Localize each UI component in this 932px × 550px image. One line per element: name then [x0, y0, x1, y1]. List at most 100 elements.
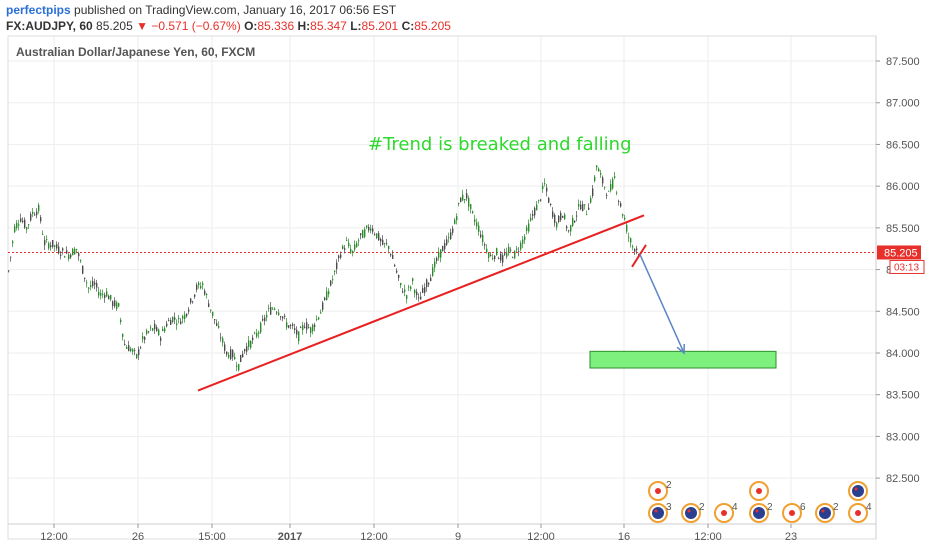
candle-body: [496, 248, 498, 256]
candle-body: [546, 187, 548, 192]
candle-body: [578, 204, 580, 207]
candle-body: [628, 236, 630, 238]
candle-body: [262, 318, 264, 321]
candle-body: [514, 250, 516, 259]
y-tick-label: 86.000: [886, 181, 920, 193]
candle-body: [492, 257, 494, 259]
candle-body: [472, 211, 474, 213]
candle-body: [528, 223, 530, 232]
candle-body: [588, 207, 590, 210]
dot-event-icon[interactable]: [749, 481, 769, 501]
candle-body: [510, 249, 512, 251]
event-badge-count: 2: [699, 502, 705, 513]
candle-body: [136, 354, 138, 359]
candle-body: [168, 320, 170, 322]
x-tick-label: 26: [132, 531, 144, 543]
candle-body: [436, 257, 438, 261]
candle-body: [76, 248, 78, 250]
candle-body: [404, 289, 406, 292]
candle-body: [132, 349, 134, 352]
last-price-badge-bg: [877, 245, 921, 260]
candle-body: [142, 336, 144, 340]
last-price: 85.205: [96, 19, 133, 33]
candle-body: [398, 274, 400, 278]
candle-body: [624, 217, 626, 220]
high-value: 85.347: [310, 19, 347, 33]
candle-body: [174, 317, 176, 320]
author-name[interactable]: perfectpips: [6, 3, 71, 17]
candle-body: [520, 242, 522, 250]
candle-body: [188, 309, 190, 312]
candle-body: [442, 246, 444, 252]
flag-event-icon[interactable]: [848, 481, 868, 501]
candle-body: [318, 317, 320, 320]
candle-body: [592, 188, 594, 196]
candle-body: [366, 225, 368, 228]
candle-body: [36, 211, 38, 216]
candle-body: [566, 226, 568, 229]
event-icons[interactable]: 2 3 2 4 2 6 2 4: [648, 480, 872, 523]
open-value: 85.336: [257, 19, 295, 33]
forecast-arrow[interactable]: [639, 254, 686, 355]
candle-body: [20, 218, 22, 222]
candle-body: [570, 225, 572, 232]
candle-body: [164, 328, 166, 332]
trendline[interactable]: [197, 214, 645, 392]
target-zone[interactable]: [589, 350, 777, 369]
candle-body: [302, 325, 304, 331]
dot-event-icon[interactable]: 4: [848, 502, 872, 523]
grid: [8, 36, 876, 524]
candle-body: [130, 348, 132, 352]
y-tick-label: 82.500: [886, 473, 920, 485]
candle-body: [584, 204, 586, 206]
y-tick-label: 87.000: [886, 98, 920, 110]
flag-event-icon[interactable]: 3: [648, 502, 672, 523]
flag-event-icon[interactable]: 2: [681, 502, 705, 523]
candle-body: [236, 365, 238, 367]
dot-event-icon[interactable]: 4: [714, 502, 738, 523]
dot-event-icon[interactable]: 6: [782, 502, 806, 523]
candle-body: [150, 327, 152, 329]
candle-body: [544, 182, 546, 184]
candle-body: [462, 194, 464, 201]
flag-mark: [821, 509, 825, 513]
candle-body: [166, 323, 168, 327]
candle-body: [214, 319, 216, 321]
candle-body: [10, 256, 12, 258]
candle-body: [156, 327, 158, 332]
candle-body: [554, 214, 556, 223]
candle-body: [118, 303, 120, 307]
candle-body: [384, 242, 386, 244]
candle-body: [224, 344, 226, 351]
candle-body: [508, 246, 510, 253]
candle-body: [390, 254, 392, 256]
candle-body: [70, 254, 72, 258]
candle-body: [536, 204, 538, 211]
candle-body: [594, 176, 596, 181]
candle-body: [522, 239, 524, 244]
candle-body: [422, 288, 424, 293]
flag-fill: [652, 507, 664, 519]
candle-body: [586, 214, 588, 216]
flag-event-icon[interactable]: 2: [815, 502, 839, 523]
dot-event-icon[interactable]: 2: [648, 480, 672, 501]
candle-body: [84, 277, 86, 279]
candle-body: [204, 290, 206, 295]
candle-body: [46, 239, 48, 240]
candle-body: [72, 248, 74, 256]
flag-fill: [852, 485, 864, 497]
candle-body: [392, 254, 394, 259]
candle-body: [108, 295, 110, 300]
price-change: −0.571 (−0.67%): [151, 19, 241, 33]
candle-body: [568, 230, 570, 232]
candle-body: [560, 212, 562, 220]
candle-body: [244, 349, 246, 352]
event-badge-count: 2: [767, 502, 773, 513]
candle-body: [614, 176, 616, 178]
candle-body: [138, 349, 140, 356]
open-label: O:: [244, 19, 258, 33]
flag-event-icon[interactable]: 2: [749, 502, 773, 523]
candle-body: [272, 308, 274, 310]
candle-body: [556, 222, 558, 228]
